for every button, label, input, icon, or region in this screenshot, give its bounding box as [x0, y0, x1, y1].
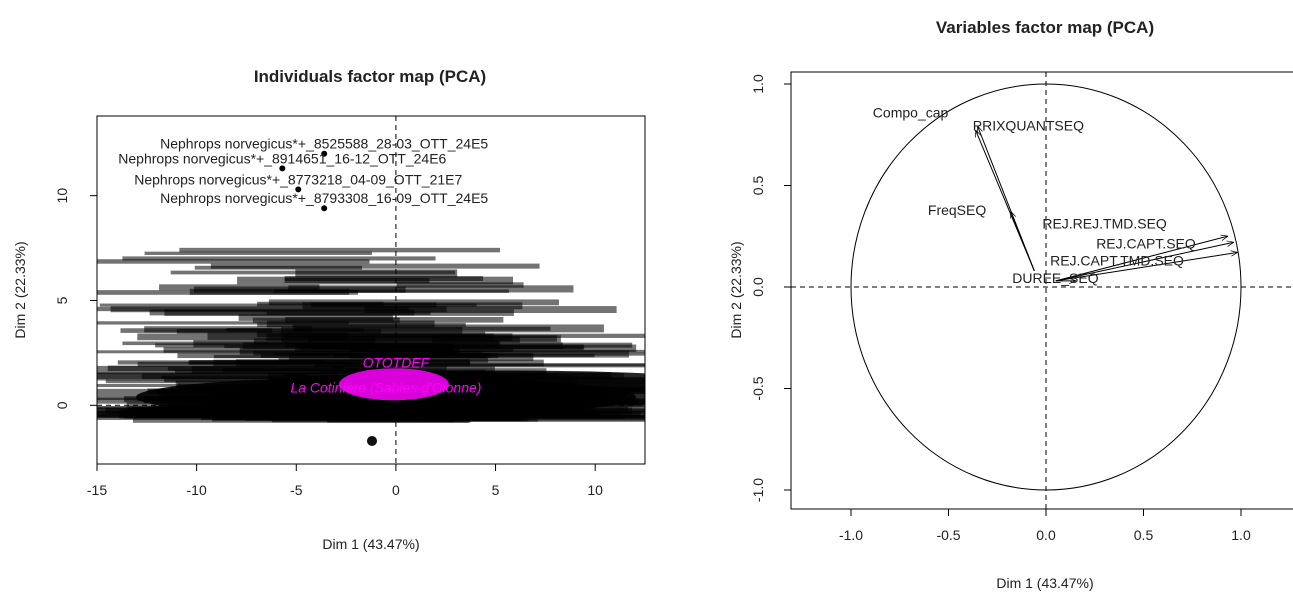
overplotted-label-mark	[213, 354, 387, 359]
overplotted-label-mark	[97, 406, 274, 414]
overplotted-label-mark	[314, 363, 645, 368]
variables-title: Variables factor map (PCA)	[936, 18, 1154, 37]
overplotted-label-mark	[288, 285, 574, 293]
overplotted-label-mark	[281, 336, 520, 343]
variables-y-ticks: -1.0 -0.5 0.0 0.5 1.0	[750, 74, 791, 502]
overplotted-label-mark	[285, 316, 504, 323]
overplotted-label-mark	[97, 415, 403, 420]
variable-arrow	[1055, 252, 1237, 282]
variables-arrows: Compo_cap PRIXQUANTSEQ FreqSEQ REJ.REJ.TMD.…	[873, 105, 1237, 286]
variables-y-axis-label: Dim 2 (22.33%)	[728, 241, 744, 338]
overplotted-label-mark	[189, 288, 350, 295]
x-tick-label: -0.5	[936, 527, 960, 543]
x-tick-label: -10	[187, 482, 207, 498]
x-tick-label: 0.5	[1134, 527, 1154, 543]
overplotted-label-mark	[369, 350, 630, 358]
individual-point-label: Nephrops norvegicus*+_8525588_28-03_OTT_…	[160, 136, 488, 152]
individual-point	[321, 150, 328, 157]
variable-label: FreqSEQ	[928, 202, 986, 218]
individuals-points: Nephrops norvegicus*+_8525588_28-03_OTT_…	[118, 136, 488, 212]
individual-point-label: Nephrops norvegicus*+_8914651_16-12_OTT_…	[118, 150, 446, 166]
individuals-y-ticks: 0 5 10	[54, 188, 97, 409]
x-tick-label: -5	[290, 482, 303, 498]
overplotted-label-mark	[349, 355, 487, 359]
variable-label: REJ.CAPT.SEQ	[1096, 235, 1196, 251]
x-tick-label: 0	[392, 482, 400, 498]
overplotted-label-mark	[278, 358, 489, 363]
overplotted-label-mark	[210, 263, 540, 269]
individuals-x-axis-label: Dim 1 (43.47%)	[322, 536, 419, 552]
overplotted-label-mark	[122, 256, 436, 261]
overplotted-label-mark	[311, 302, 437, 308]
overplotted-label-mark	[257, 322, 466, 327]
overplotted-label-mark	[97, 350, 460, 354]
variable-arrow	[1055, 236, 1228, 282]
individuals-supplementary: OTOTDEF La Cotinière (Sables d'Olonne)	[290, 355, 481, 446]
overplotted-label-mark	[194, 265, 362, 270]
individual-point	[321, 205, 328, 212]
variable-label: REJ.CAPT.TMD.SEQ	[1050, 252, 1184, 268]
y-tick-label: 5	[54, 296, 70, 304]
overplotted-label-mark	[283, 333, 645, 338]
y-tick-label: 0.5	[750, 176, 766, 196]
variables-plot-box	[790, 71, 1293, 510]
overplotted-label-mark	[504, 408, 645, 415]
overplotted-label-mark	[396, 282, 524, 288]
variables-x-ticks: -1.0 -0.5 0.0 0.5 1.0	[839, 508, 1251, 543]
overplotted-label-mark	[364, 306, 617, 314]
overplotted-label-mark	[97, 306, 409, 312]
overplotted-label-mark	[311, 345, 585, 350]
overplotted-label-mark	[179, 247, 501, 253]
supplementary-label: La Cotinière (Sables d'Olonne)	[290, 380, 481, 396]
variable-label: Compo_cap	[873, 105, 949, 121]
supplementary-label: OTOTDEF	[363, 355, 431, 371]
individual-point-label: Nephrops norvegicus*+_8773218_04-09_OTT_…	[134, 171, 462, 187]
individuals-x-ticks: -15 -10 -5 0 5 10	[87, 463, 603, 498]
overplotted-label-mark	[120, 328, 273, 333]
supplementary-cloud	[338, 368, 449, 401]
y-tick-label: 10	[54, 188, 70, 204]
individuals-panel: Individuals factor map (PCA) -15 -10 -5 0 5 1…	[12, 67, 646, 552]
individual-point	[279, 165, 286, 172]
overplotted-label-mark	[137, 361, 394, 367]
overplotted-label-mark	[149, 309, 415, 316]
variable-label: REJ.REJ.TMD.SEQ	[1042, 215, 1167, 231]
variables-x-axis-label: Dim 1 (43.47%)	[996, 575, 1093, 591]
overplotted-label-mark	[284, 277, 430, 283]
individuals-y-axis-label: Dim 2 (22.33%)	[12, 241, 28, 338]
y-tick-label: -0.5	[750, 376, 766, 400]
individuals-title: Individuals factor map (PCA)	[254, 67, 486, 86]
variable-arrow	[1055, 242, 1233, 282]
y-tick-label: -1.0	[750, 478, 766, 502]
overplotted-label-mark	[295, 269, 458, 278]
x-tick-label: 5	[492, 482, 500, 498]
y-tick-label: 0.0	[750, 277, 766, 297]
overplotted-label-mark	[144, 251, 372, 255]
individual-point	[295, 186, 302, 193]
overplotted-label-mark	[242, 342, 563, 350]
overplotted-label-mark	[292, 324, 604, 333]
low-point-marker	[366, 435, 377, 446]
variable-label: DUREE_SEQ	[1012, 270, 1098, 286]
x-tick-label: 1.0	[1231, 527, 1251, 543]
overplotted-label-mark	[97, 321, 349, 325]
y-tick-label: 1.0	[750, 74, 766, 94]
overplotted-label-mark	[268, 299, 559, 306]
overplotted-label-mark	[97, 259, 370, 264]
variable-label: PRIXQUANTSEQ	[973, 118, 1084, 134]
x-tick-label: -15	[87, 482, 107, 498]
y-tick-label: 0	[54, 401, 70, 409]
variable-arrow	[1011, 212, 1035, 271]
x-tick-label: -1.0	[839, 527, 863, 543]
variables-panel: Variables factor map (PCA) -1.0 -0.5 0.0 0.…	[728, 18, 1293, 591]
x-tick-label: 10	[587, 482, 603, 498]
x-tick-label: 0.0	[1036, 527, 1056, 543]
individual-point-label: Nephrops norvegicus*+_8793308_16-09_OTT_…	[160, 190, 488, 206]
overplotted-label-mark	[339, 414, 645, 420]
